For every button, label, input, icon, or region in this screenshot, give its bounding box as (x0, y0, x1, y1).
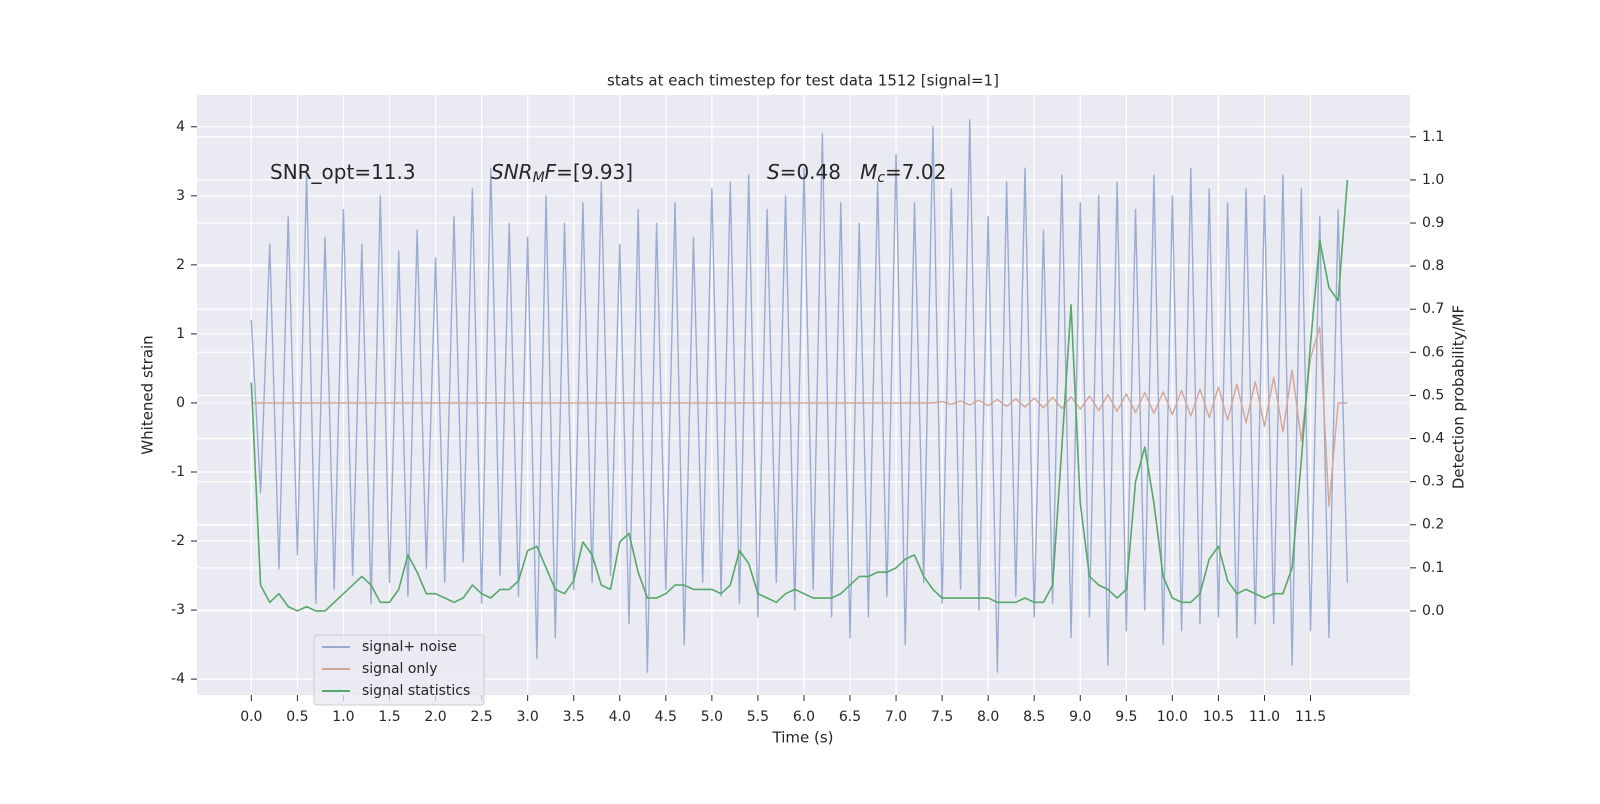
legend-label: signal only (362, 661, 437, 677)
x-tick-label: 2.5 (470, 709, 492, 725)
y-tick-label: 3 (176, 188, 185, 204)
marks (250, 119, 1349, 673)
y-axis-title: Whitened strain (139, 335, 157, 454)
annotation-part: F (545, 160, 557, 184)
legend-label: signal+ noise (362, 639, 457, 655)
y-tick-label: 0 (176, 395, 185, 411)
x-tick-label: 2.0 (424, 709, 446, 725)
annotation-part: S (767, 160, 780, 184)
y2-tick-label: 0.1 (1422, 560, 1444, 576)
y2-tick-label: 0.4 (1422, 431, 1444, 447)
legend-label: signal statistics (362, 683, 470, 699)
x-tick-label: 6.5 (839, 709, 861, 725)
chart-title: stats at each timestep for test data 151… (607, 72, 999, 90)
x-tick-label: 9.5 (1115, 709, 1137, 725)
x-tick-label: 5.0 (701, 709, 723, 725)
annotation-part: SNR (491, 160, 533, 184)
y2-tick-label: 0.9 (1422, 215, 1444, 231)
x-tick-label: 11.5 (1295, 709, 1326, 725)
y2-tick-label: 0.0 (1422, 603, 1444, 619)
annotation-part: M (533, 170, 545, 186)
y-tick-label: -1 (171, 464, 185, 480)
x-tick-label: 11.0 (1249, 709, 1280, 725)
x-tick-label: 0.5 (286, 709, 308, 725)
y-tick-label: -2 (171, 533, 185, 549)
x-tick-label: 6.0 (793, 709, 815, 725)
x-tick-label: 7.5 (931, 709, 953, 725)
y2-axis-title: Detection probability/MF (1450, 305, 1468, 489)
y-tick-label: -4 (171, 671, 185, 687)
annotation-part: M (860, 160, 877, 184)
y-tick-label: 4 (176, 119, 185, 135)
x-tick-label: 7.0 (885, 709, 907, 725)
annotation: SNR_opt=11.3 (270, 160, 416, 184)
y2-tick-label: 0.2 (1422, 517, 1444, 533)
x-tick-label: 4.0 (609, 709, 631, 725)
y-tick-label: 1 (176, 326, 185, 342)
annotation-part: c (877, 170, 885, 186)
x-tick-label: 0.0 (240, 709, 262, 725)
y2-tick-label: 1.0 (1422, 172, 1444, 188)
y2-tick-label: 0.3 (1422, 474, 1444, 490)
y2-tick-label: 0.7 (1422, 301, 1444, 317)
annotation-part: SNR_opt=11.3 (270, 160, 416, 184)
x-axis-title: Time (s) (772, 729, 834, 747)
y2-tick-label: 0.6 (1422, 344, 1444, 360)
legend-box (313, 634, 485, 706)
x-tick-label: 10.0 (1157, 709, 1188, 725)
annotation-part: =0.48 (780, 160, 860, 184)
annotation-part: =7.02 (885, 160, 946, 184)
axes: 0.0 0.5 1.0 1.5 2.0 2.5 3.0 3.5 4.0 4.5 5.0 5.5 6.0 6… (171, 119, 1444, 725)
y-tick-label: 2 (176, 257, 185, 273)
x-tick-label: 3.5 (563, 709, 585, 725)
series-line (251, 326, 1348, 508)
series-line (250, 119, 1349, 673)
x-tick-label: 3.0 (517, 709, 539, 725)
annotation: S=0.48 Mc=7.02 (767, 160, 946, 187)
annotation: SNRMF=[9.93] (491, 160, 633, 187)
x-tick-label: 10.5 (1203, 709, 1234, 725)
series-line (250, 179, 1349, 612)
y2-tick-label: 0.8 (1422, 258, 1444, 274)
x-tick-label: 8.5 (1023, 709, 1045, 725)
x-tick-label: 9.0 (1069, 709, 1091, 725)
x-tick-label: 8.0 (977, 709, 999, 725)
x-tick-label: 5.5 (747, 709, 769, 725)
x-tick-label: 1.0 (332, 709, 354, 725)
y2-tick-label: 0.5 (1422, 387, 1444, 403)
y-tick-label: -3 (171, 602, 185, 618)
x-tick-label: 1.5 (378, 709, 400, 725)
annotation-part: =[9.93] (556, 160, 633, 184)
legend: signal+ noise signal only signal statistic… (313, 634, 485, 706)
y2-tick-label: 1.1 (1422, 129, 1444, 145)
x-tick-label: 4.5 (655, 709, 677, 725)
